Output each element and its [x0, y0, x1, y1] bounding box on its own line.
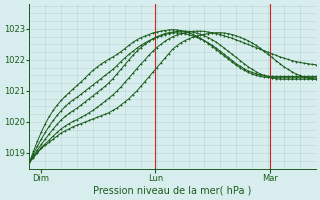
X-axis label: Pression niveau de la mer( hPa ): Pression niveau de la mer( hPa )	[93, 186, 252, 196]
